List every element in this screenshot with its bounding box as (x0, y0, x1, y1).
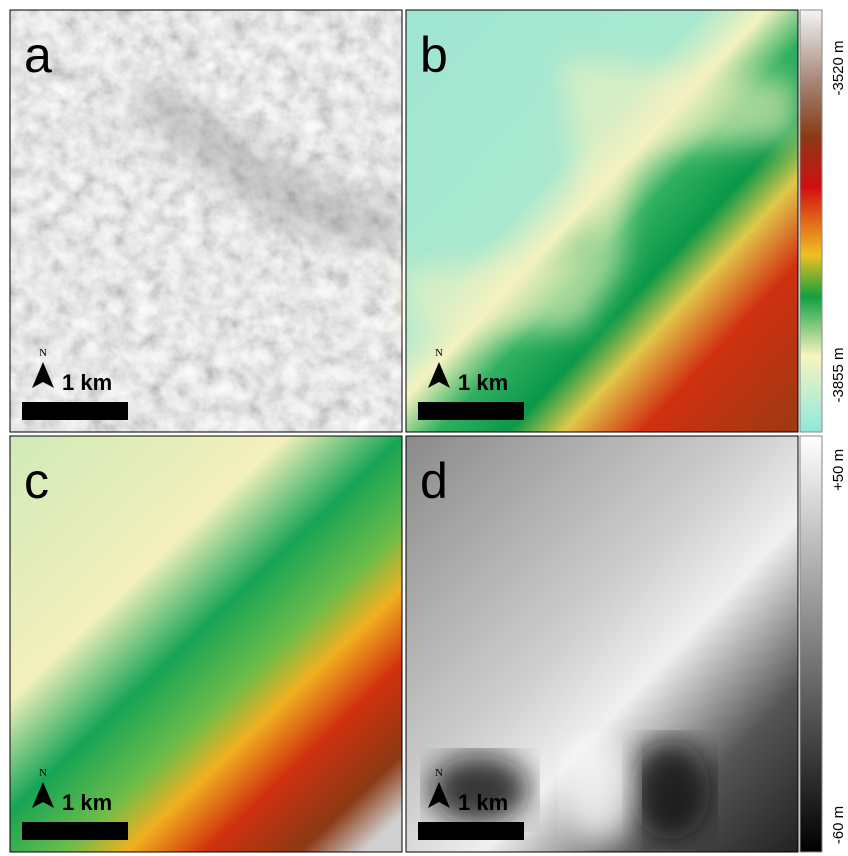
scale-label: 1 km (62, 790, 112, 815)
north-label: N (435, 767, 443, 779)
scale-label: 1 km (458, 370, 508, 395)
colorbar-bottom-label: -3855 m (830, 347, 847, 402)
north-label: N (39, 347, 47, 359)
scale-bar (418, 822, 524, 840)
north-label: N (39, 767, 47, 779)
panel-letter: d (420, 453, 448, 509)
scale-bar (22, 402, 128, 420)
scale-label: 1 km (62, 370, 112, 395)
scale-bar (418, 402, 524, 420)
panel-letter: a (24, 27, 52, 83)
scale-bar (22, 822, 128, 840)
panel-letter: b (420, 27, 448, 83)
colorbar (800, 436, 822, 852)
north-label: N (435, 347, 443, 359)
terrain (630, 740, 710, 840)
scale-label: 1 km (458, 790, 508, 815)
terrain (565, 740, 635, 840)
colorbar-top-label: -3520 m (830, 40, 847, 95)
colorbar-bottom-label: -60 m (830, 806, 847, 844)
colorbar (800, 10, 822, 432)
panel-a (10, 10, 402, 432)
panel-letter: c (24, 453, 49, 509)
panel-b (406, 10, 822, 432)
colorbar-top-label: +50 m (830, 449, 847, 491)
figure: -3520 m -3855 m +50 m -60 m a N 1 km b N 1 km… (0, 0, 848, 856)
